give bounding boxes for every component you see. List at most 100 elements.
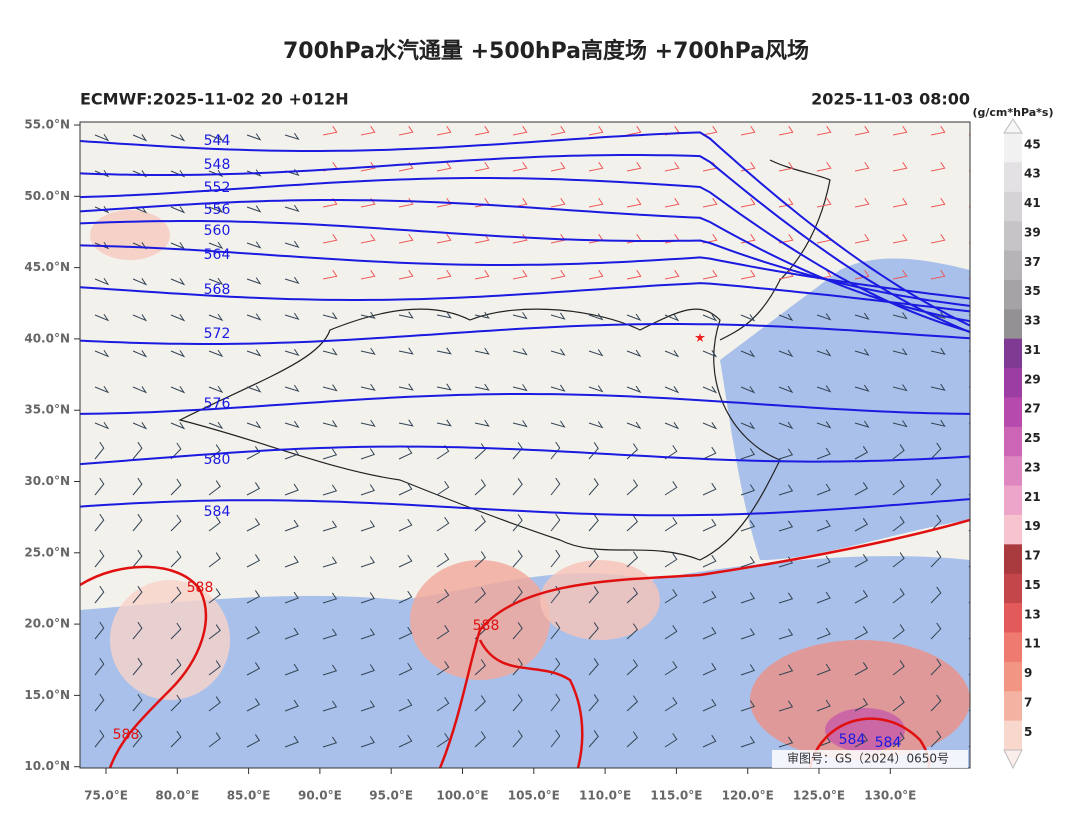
wind-barb — [968, 170, 970, 172]
wind-barb — [284, 519, 299, 532]
contour-label: 588 — [187, 580, 214, 596]
wind-barb — [360, 736, 376, 748]
wind-barb — [132, 693, 143, 712]
wind-barb — [550, 441, 561, 460]
wind-barb — [968, 422, 970, 424]
wind-barb — [322, 233, 338, 244]
title: 700hPa水汽通量 +500hPa高度场 +700hPa风场 — [283, 38, 809, 64]
wind-barb — [588, 586, 599, 604]
wind-barb — [436, 696, 450, 712]
wind-barb — [550, 125, 566, 136]
valid-time: 2025-11-03 08:00 — [811, 90, 970, 109]
colorbar-cell — [1004, 456, 1022, 487]
wind-barb — [474, 479, 486, 496]
wind-barb — [664, 350, 680, 358]
wind-barb — [512, 514, 523, 532]
wind-barb — [398, 347, 414, 355]
colorbar-cell — [1004, 133, 1022, 163]
wind-barb — [854, 446, 869, 460]
wind-barb — [664, 161, 680, 172]
wind-barb — [854, 312, 870, 320]
wind-barb — [246, 205, 262, 213]
wind-barb — [968, 242, 970, 244]
approval-box — [772, 750, 968, 768]
colorbar-cell — [1004, 279, 1022, 310]
wind-barb — [778, 269, 794, 280]
wind-barb — [436, 516, 450, 532]
wind-barb — [322, 700, 338, 712]
wind-barb — [854, 161, 870, 172]
wind-barb — [132, 386, 148, 394]
wind-barb — [512, 550, 523, 568]
wind-barb — [778, 664, 794, 676]
wind-barb — [816, 483, 831, 496]
wind-barb — [702, 482, 717, 496]
wind-barb — [360, 419, 376, 427]
wind-barb — [132, 513, 143, 532]
wind-barb — [702, 698, 717, 712]
wind-barb — [132, 422, 148, 430]
wind-barb — [854, 518, 869, 532]
wind-barb — [132, 278, 148, 286]
wind-barb — [664, 197, 680, 208]
wind-barb — [702, 197, 718, 208]
wind-barb — [550, 161, 566, 172]
height-label: 568 — [204, 282, 231, 298]
wind-barb — [436, 347, 452, 355]
wind-barb — [968, 206, 970, 208]
wind-barb — [816, 197, 832, 208]
wind-barb — [664, 422, 680, 430]
wind-barb — [246, 626, 261, 640]
wind-barb — [170, 478, 182, 496]
wind-barb — [778, 421, 794, 430]
wind-barb — [930, 586, 942, 604]
wind-barb — [246, 241, 262, 249]
colorbar-tick-label: 7 — [1024, 695, 1032, 709]
colorbar-tick-label: 15 — [1024, 578, 1041, 592]
wind-barb — [208, 133, 224, 142]
wind-barb — [626, 313, 642, 321]
wind-barb — [816, 313, 832, 321]
wind-barb — [360, 125, 376, 136]
wind-barb — [208, 516, 221, 532]
colorbar-cell — [1004, 632, 1022, 663]
wind-barb — [246, 518, 261, 532]
lon-label: 120.0°E — [722, 789, 774, 803]
wind-barb — [626, 161, 642, 172]
wind-barb — [740, 269, 756, 280]
wind-barb — [626, 515, 639, 532]
wind-barb — [854, 554, 869, 568]
wind-barb — [892, 624, 905, 640]
wind-barb — [436, 624, 450, 640]
wind-barb — [360, 556, 376, 568]
capital-star — [695, 333, 705, 342]
lon-label: 115.0°E — [650, 789, 702, 803]
wind-barb — [588, 125, 604, 136]
wind-barb — [170, 586, 182, 604]
wind-barb — [816, 421, 832, 429]
wind-barb — [816, 591, 831, 604]
colorbar-tick-label: 43 — [1024, 167, 1041, 181]
lon-label: 105.0°E — [508, 789, 560, 803]
lat-label: 30.0°N — [24, 474, 70, 488]
wind-barb — [588, 622, 599, 640]
wind-barb — [588, 269, 604, 280]
wind-barb — [170, 730, 182, 748]
wind-barb — [246, 349, 262, 357]
wind-barb — [550, 477, 561, 496]
wind-barb — [132, 477, 143, 496]
wind-barb — [284, 204, 300, 212]
wind-barb — [930, 694, 942, 712]
wind-barb — [816, 663, 831, 676]
wind-barb — [664, 625, 678, 640]
colorbar-tick-label: 11 — [1024, 637, 1041, 651]
wind-barb — [740, 556, 756, 568]
height-contour — [80, 177, 970, 333]
model-run: ECMWF:2025-11-02 20 +012H — [80, 90, 349, 109]
wind-barb — [360, 484, 376, 496]
wind-barb — [816, 447, 831, 460]
wind-barb — [208, 732, 221, 748]
wind-barb — [284, 447, 299, 460]
wind-barb — [778, 349, 794, 358]
colorbar-tick-label: 45 — [1024, 137, 1041, 151]
